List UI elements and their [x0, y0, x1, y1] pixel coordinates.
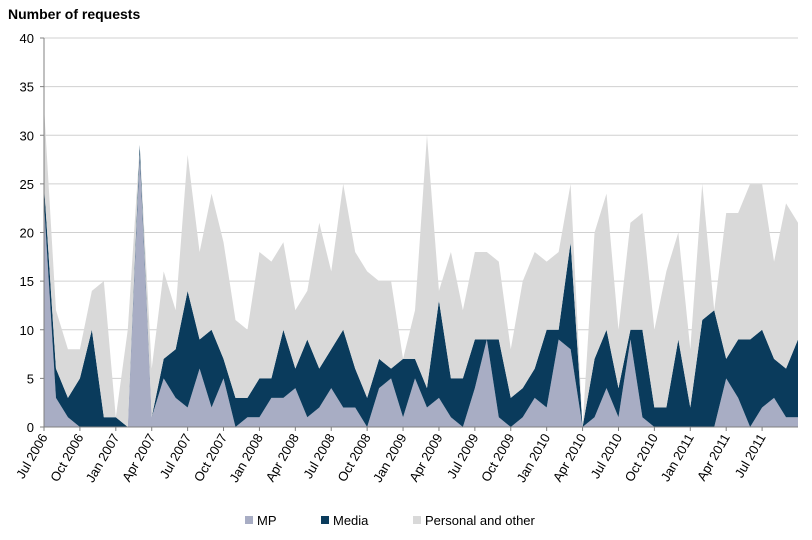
- x-tick-label: Jul 2006: [13, 431, 51, 481]
- legend-swatch: [245, 516, 253, 524]
- y-tick-label: 40: [20, 31, 34, 46]
- y-tick-labels: 0 5 10 15 20 25 30 35 40: [20, 31, 44, 435]
- legend-label: Media: [333, 513, 369, 528]
- x-tick-label: Jul 2009: [444, 431, 482, 481]
- y-tick-label: 20: [20, 226, 34, 241]
- series-area-personal-and-other: [44, 106, 798, 427]
- legend: MP Media Personal and other: [245, 513, 536, 528]
- y-tick-label: 25: [20, 177, 34, 192]
- y-axis-title: Number of requests: [8, 6, 140, 22]
- x-tick-label: Jul 2010: [588, 431, 626, 481]
- x-tick-label: Oct 2009: [478, 431, 517, 484]
- series-area-media: [44, 144, 798, 428]
- y-tick-label: 0: [27, 420, 34, 435]
- x-tick-label: Oct 2007: [191, 431, 230, 484]
- y-tick-label: 15: [20, 274, 34, 289]
- legend-label: MP: [257, 513, 277, 528]
- y-tick-label: 5: [27, 371, 34, 386]
- x-tick-label: Apr 2011: [694, 431, 733, 483]
- x-tick-label: Jul 2011: [732, 431, 769, 480]
- x-tick-label: Oct 2008: [334, 431, 373, 484]
- x-tick-label: Apr 2010: [550, 431, 589, 484]
- x-tick-label: Jan 2010: [514, 431, 554, 485]
- y-tick-label: 35: [20, 80, 34, 95]
- x-tick-label: Jan 2011: [658, 431, 697, 484]
- legend-swatch: [413, 516, 421, 524]
- legend-swatch: [321, 516, 329, 524]
- x-tick-label: Apr 2008: [263, 431, 302, 484]
- series-area-mp: [44, 154, 798, 427]
- series-areas: [44, 106, 798, 428]
- x-tick-label: Jan 2007: [83, 431, 123, 485]
- x-tick-label: Jan 2008: [226, 431, 266, 485]
- x-tick-label: Oct 2010: [622, 431, 661, 484]
- x-tick-label: Oct 2006: [47, 431, 86, 484]
- y-tick-label: 30: [20, 128, 34, 143]
- x-tick-label: Apr 2009: [406, 431, 445, 484]
- legend-label: Personal and other: [425, 513, 536, 528]
- x-tick-label: Jul 2008: [300, 431, 338, 481]
- x-tick-label: Apr 2007: [119, 431, 158, 484]
- y-tick-label: 10: [20, 323, 34, 338]
- x-tick-label: Jul 2007: [157, 431, 195, 481]
- x-tick-label: Jan 2009: [370, 431, 410, 485]
